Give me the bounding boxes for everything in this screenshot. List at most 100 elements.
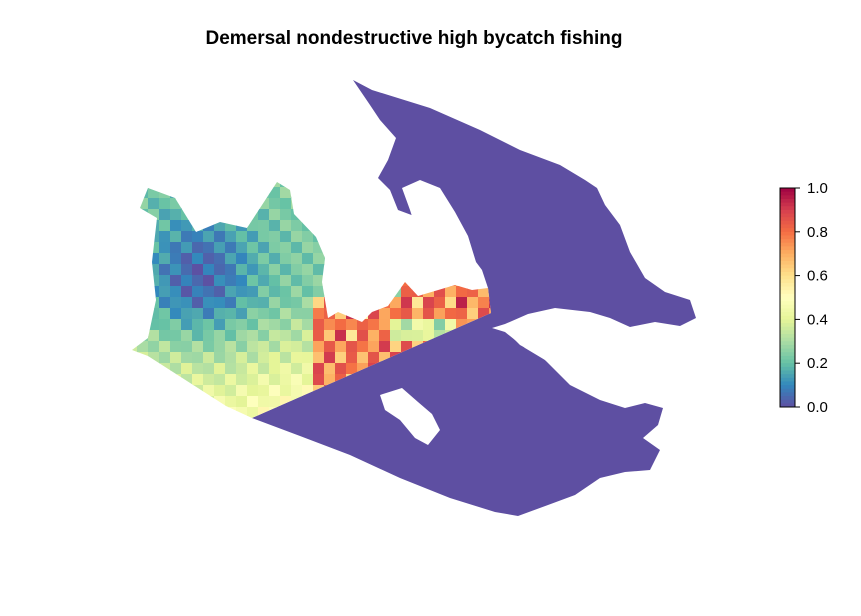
heatmap-cell — [159, 385, 171, 397]
heatmap-cell — [324, 209, 336, 221]
heatmap-cell — [236, 418, 248, 430]
heatmap-cell — [203, 374, 215, 386]
heatmap-cell — [247, 396, 259, 408]
heatmap-cell — [225, 297, 237, 309]
heatmap-cell — [313, 264, 325, 276]
heatmap-cell — [214, 341, 226, 353]
heatmap-cell — [247, 264, 259, 276]
heatmap-cell — [132, 385, 138, 397]
heatmap-cell — [225, 308, 237, 320]
heatmap-cell — [269, 231, 281, 243]
heatmap-cell — [137, 286, 149, 298]
colorbar-segment — [780, 326, 795, 331]
heatmap-cell — [258, 182, 270, 188]
heatmap-cell — [368, 341, 380, 353]
heatmap-cell — [401, 253, 413, 265]
heatmap-cell — [269, 352, 281, 364]
heatmap-cell — [214, 209, 226, 221]
heatmap-cell — [203, 275, 215, 287]
heatmap-cell — [324, 374, 336, 386]
heatmap-cell — [280, 198, 292, 210]
heatmap-cell — [302, 297, 314, 309]
heatmap-cell — [368, 352, 380, 364]
heatmap-cell — [159, 352, 171, 364]
heatmap-cell — [357, 198, 369, 210]
heatmap-cell — [170, 209, 182, 221]
heatmap-cell — [269, 374, 281, 386]
heatmap-cell — [324, 264, 336, 276]
heatmap-cell — [412, 330, 424, 342]
heatmap-cell — [214, 198, 226, 210]
heatmap-cell — [132, 220, 138, 232]
heatmap-cell — [137, 198, 149, 210]
heatmap-cell — [269, 220, 281, 232]
heatmap-cell — [412, 253, 424, 265]
heatmap-cell — [148, 242, 160, 254]
heatmap-cell — [368, 209, 380, 221]
heatmap-cell — [258, 374, 270, 386]
heatmap-cell — [269, 253, 281, 265]
heatmap-cell — [132, 264, 138, 276]
heatmap-cell — [280, 385, 292, 397]
heatmap-cell — [170, 182, 182, 188]
heatmap-cell — [412, 286, 424, 298]
heatmap-cell — [159, 220, 171, 232]
heatmap-cell — [132, 374, 138, 386]
heatmap-cell — [159, 374, 171, 386]
heatmap-cell — [401, 264, 413, 276]
heatmap-cell — [390, 308, 402, 320]
heatmap-cell — [302, 385, 314, 397]
heatmap-cell — [379, 253, 391, 265]
heatmap-cell — [170, 275, 182, 287]
heatmap-cell — [280, 209, 292, 221]
heatmap-cell — [258, 198, 270, 210]
heatmap-cell — [225, 209, 237, 221]
heatmap-cell — [412, 319, 424, 331]
heatmap-cell — [401, 341, 413, 353]
heatmap-cell — [368, 297, 380, 309]
heatmap-cell — [335, 352, 347, 364]
heatmap-cell — [225, 374, 237, 386]
heatmap-cell — [137, 341, 149, 353]
heatmap-cell — [192, 374, 204, 386]
heatmap-cell — [225, 286, 237, 298]
heatmap-cell — [247, 209, 259, 221]
heatmap-cell — [192, 220, 204, 232]
colorbar-segment — [780, 246, 795, 251]
heatmap-cell — [324, 231, 336, 243]
heatmap-cell — [159, 264, 171, 276]
colorbar-segment — [780, 213, 795, 218]
colorbar-segment — [780, 264, 795, 269]
heatmap-cell — [302, 363, 314, 375]
heatmap-cell — [280, 352, 292, 364]
heatmap-cell — [181, 385, 193, 397]
heatmap-cell — [137, 242, 149, 254]
heatmap-cell — [159, 297, 171, 309]
heatmap-cell — [467, 297, 479, 309]
land-hole-north — [402, 180, 476, 276]
heatmap-cell — [159, 286, 171, 298]
heatmap-cell — [159, 198, 171, 210]
colorbar-segment — [780, 220, 795, 225]
zero-region-east — [252, 80, 696, 516]
heatmap-cell — [467, 275, 479, 287]
heatmap-cell — [247, 275, 259, 287]
colorbar-tick-label: 0.6 — [807, 268, 828, 285]
colorbar-segment — [780, 206, 795, 211]
heatmap-cell — [181, 209, 193, 221]
heatmap-cell — [132, 407, 138, 418]
heatmap-cell — [269, 308, 281, 320]
heatmap-cell — [181, 182, 193, 188]
heatmap-cell — [335, 264, 347, 276]
heatmap-cell — [214, 352, 226, 364]
heatmap-cell — [181, 308, 193, 320]
heatmap-cell — [368, 275, 380, 287]
heatmap-cell — [324, 198, 336, 210]
heatmap-cell — [390, 242, 402, 254]
heatmap-cell — [137, 264, 149, 276]
heatmap-cell — [214, 385, 226, 397]
heatmap-cell — [258, 242, 270, 254]
heatmap-cell — [291, 319, 303, 331]
heatmap-cell — [203, 187, 215, 199]
heatmap-cell — [291, 220, 303, 232]
